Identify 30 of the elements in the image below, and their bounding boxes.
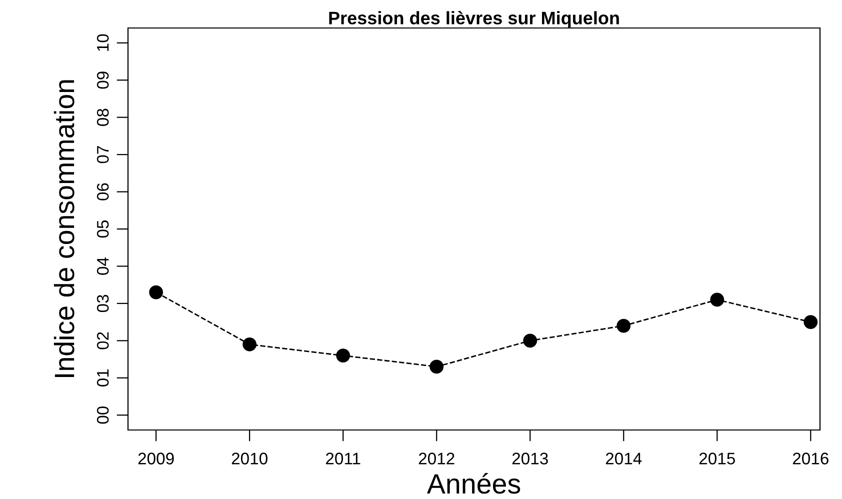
y-tick-label: 10 — [96, 34, 109, 51]
y-tick-label: 07 — [96, 146, 109, 164]
point — [430, 360, 444, 374]
y-tick-label: 01 — [96, 369, 109, 387]
x-tick-label: 2015 — [699, 452, 735, 464]
y-tick-label: 09 — [96, 72, 109, 89]
y-tick-label: 04 — [96, 257, 109, 275]
y-tick-label: 00 — [96, 406, 109, 424]
point — [336, 348, 350, 362]
x-tick-label: 2011 — [326, 452, 360, 464]
point — [149, 285, 163, 300]
x-tick-label: 2013 — [512, 452, 548, 464]
x-tick-label: 2010 — [232, 452, 268, 464]
y-tick-label: 08 — [96, 108, 109, 126]
y-axis-title: Indice de consommation — [54, 80, 74, 377]
x-axis-title: Années — [426, 472, 520, 494]
x-tick-label: 2016 — [792, 452, 828, 464]
point — [710, 292, 724, 307]
point — [242, 337, 257, 352]
point — [616, 318, 631, 333]
y-tick-label: 06 — [96, 183, 109, 200]
chart-title: Pression des lièvres sur Miquelon — [329, 11, 619, 28]
y-tick-label: 03 — [96, 294, 109, 312]
y-tick-label: 05 — [96, 220, 109, 238]
y-tick-label: 02 — [96, 332, 109, 350]
x-tick-label: 2009 — [138, 452, 174, 464]
x-tick-label: 2014 — [606, 452, 642, 464]
point — [804, 315, 818, 329]
point — [523, 334, 538, 348]
x-tick-label: 2012 — [418, 452, 454, 464]
